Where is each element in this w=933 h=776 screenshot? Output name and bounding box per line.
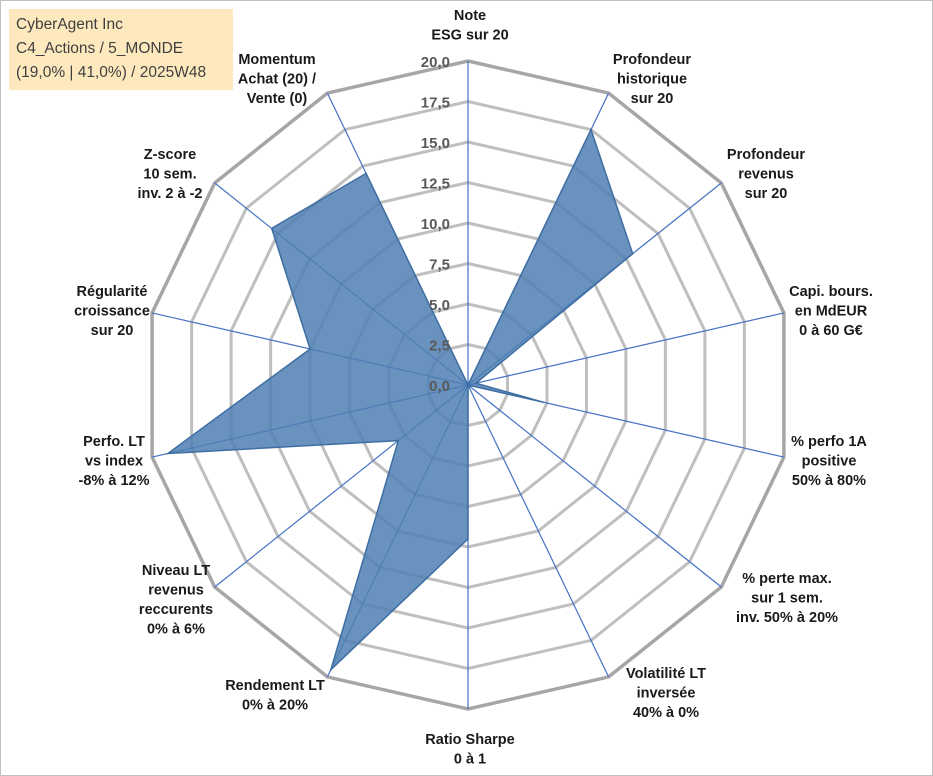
axis-label: historique	[617, 72, 687, 88]
info-box: CyberAgent Inc C4_Actions / 5_MONDE (19,…	[9, 9, 233, 90]
series-point	[309, 348, 311, 350]
series-point	[270, 227, 273, 230]
axis-label: Momentum	[238, 52, 315, 68]
tick-label: 17,5	[421, 95, 450, 112]
axis-label: sur 1 sem.	[751, 591, 823, 607]
series-point	[397, 439, 400, 442]
tick-label: 10,0	[421, 216, 450, 233]
axis-label: Note	[454, 8, 486, 24]
series-point	[365, 172, 367, 175]
radial-tick-labels: 0,0 2,5 5,0 7,5 10,0 12,5 15,0 17,5 20,0	[421, 54, 450, 395]
axis-label-group: Rendement LT 0% à 20%	[225, 678, 325, 714]
axis-label: inv. 2 à -2	[137, 186, 202, 202]
axis-label-group: Volatilité LT inversée 40% à 0%	[626, 666, 706, 721]
series-point	[631, 252, 634, 255]
series-point	[590, 128, 592, 131]
axis-label: 50% à 80%	[792, 473, 866, 489]
series-point	[330, 668, 332, 671]
axis-label-group: Z-score 10 sem. inv. 2 à -2	[137, 147, 202, 202]
axis-label: revenus	[148, 583, 204, 599]
axis-label: Rendement LT	[225, 678, 325, 694]
axis-label: Niveau LT	[142, 563, 210, 579]
axis-label: 0% à 20%	[242, 698, 308, 714]
tick-label: 12,5	[421, 176, 450, 193]
axis-label: % perfo 1A	[791, 434, 867, 450]
series-point	[475, 382, 477, 385]
axis-label-group: % perte max. sur 1 sem. inv. 50% à 20%	[736, 571, 838, 626]
axis-label: Régularité	[77, 284, 148, 300]
axis-label: Profondeur	[613, 52, 691, 68]
axis-label: % perte max.	[742, 571, 831, 587]
axis-label: Volatilité LT	[626, 666, 706, 682]
axis-label: vs index	[85, 454, 143, 470]
company-name: CyberAgent Inc	[16, 16, 123, 33]
axis-spoke	[467, 312, 785, 386]
radar-series	[165, 127, 634, 673]
axis-label: Capi. bours.	[789, 284, 873, 300]
axis-label-group: Perfo. LT vs index -8% à 12%	[79, 434, 150, 489]
axis-label: reccurents	[139, 602, 213, 618]
tick-label: 15,0	[421, 135, 450, 152]
axis-label-group: Profondeur historique sur 20	[613, 52, 691, 107]
axis-label: 0 à 1	[454, 752, 486, 768]
axis-label: inv. 50% à 20%	[736, 610, 838, 626]
tick-label: 7,5	[429, 257, 450, 274]
axis-label: Perfo. LT	[83, 434, 145, 450]
axis-label-group: Niveau LT revenus reccurents 0% à 6%	[139, 563, 213, 638]
axis-label: ESG sur 20	[431, 28, 508, 44]
axis-label: inversée	[637, 686, 696, 702]
axis-label-group: Ratio Sharpe 0 à 1	[425, 732, 514, 768]
portfolio-name: C4_Actions / 5_MONDE	[16, 40, 184, 57]
axis-label: en MdEUR	[795, 304, 868, 320]
axis-label: 0% à 6%	[147, 622, 205, 638]
axis-label: Vente (0)	[247, 91, 308, 107]
tick-label: 20,0	[421, 54, 450, 71]
axis-label: Achat (20) /	[238, 72, 316, 88]
axis-label-group: Momentum Achat (20) / Vente (0)	[238, 52, 316, 107]
tick-label: 5,0	[429, 297, 450, 314]
tick-label: 2,5	[429, 338, 450, 355]
axis-label: Ratio Sharpe	[425, 732, 514, 748]
axis-label: positive	[802, 454, 857, 470]
series-point	[467, 538, 469, 540]
axis-label: croissance	[74, 304, 150, 320]
axis-label: -8% à 12%	[79, 473, 150, 489]
series-point	[543, 401, 545, 404]
axis-label-group: % perfo 1A positive 50% à 80%	[791, 434, 867, 489]
axis-label-group: Capi. bours. en MdEUR 0 à 60 G€	[789, 284, 873, 339]
axis-label: sur 20	[631, 91, 674, 107]
axis-label-group: Régularité croissance sur 20	[74, 284, 150, 339]
axis-label: 40% à 0%	[633, 705, 699, 721]
axis-label: revenus	[738, 167, 794, 183]
axis-label: 10 sem.	[143, 167, 196, 183]
axis-spoke	[467, 384, 610, 678]
portfolio-stats: (19,0% | 41,0%) / 2025W48	[16, 64, 207, 81]
axis-spoke	[467, 384, 722, 588]
series-area	[165, 127, 634, 673]
series-point	[167, 452, 169, 455]
axis-label: 0 à 60 G€	[799, 323, 863, 339]
axis-label-group: Note ESG sur 20	[431, 8, 508, 44]
series-point	[467, 384, 469, 386]
axis-label: sur 20	[745, 186, 788, 202]
axis-label-group: Profondeur revenus sur 20	[727, 147, 805, 202]
tick-label: 0,0	[429, 378, 450, 395]
axis-label: Z-score	[144, 147, 196, 163]
axis-label: sur 20	[91, 323, 134, 339]
axis-label: Profondeur	[727, 147, 805, 163]
axis-labels: Note ESG sur 20 Profondeur historique sur 20…	[74, 8, 873, 768]
